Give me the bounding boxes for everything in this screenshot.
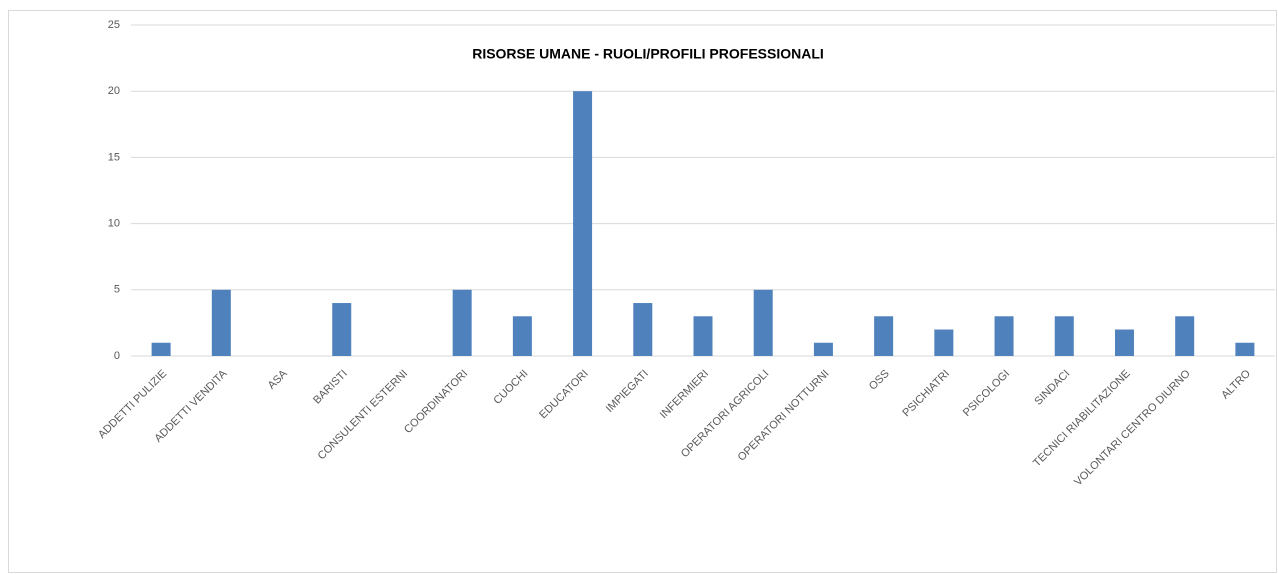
bar — [452, 289, 472, 356]
chart-title: RISORSE UMANE - RUOLI/PROFILI PROFESSION… — [472, 46, 824, 62]
bar — [994, 316, 1014, 356]
y-tick-label: 25 — [108, 19, 120, 31]
bar — [693, 316, 713, 356]
bar — [573, 91, 593, 356]
bar — [332, 303, 352, 356]
chart-border — [8, 10, 1277, 573]
y-tick-label: 10 — [108, 218, 120, 230]
bar — [1054, 316, 1074, 356]
y-tick-label: 5 — [114, 284, 120, 296]
bar — [874, 316, 894, 356]
bar — [753, 289, 773, 356]
bar — [934, 329, 954, 356]
bar — [151, 342, 171, 356]
bar — [1235, 342, 1255, 356]
bar — [512, 316, 532, 356]
bar — [1175, 316, 1195, 356]
y-tick-label: 15 — [108, 151, 120, 163]
y-tick-label: 20 — [108, 85, 120, 97]
y-tick-label: 0 — [114, 350, 120, 362]
bar — [813, 342, 833, 356]
bar — [211, 289, 231, 356]
bar — [633, 303, 653, 356]
bar — [1114, 329, 1134, 356]
